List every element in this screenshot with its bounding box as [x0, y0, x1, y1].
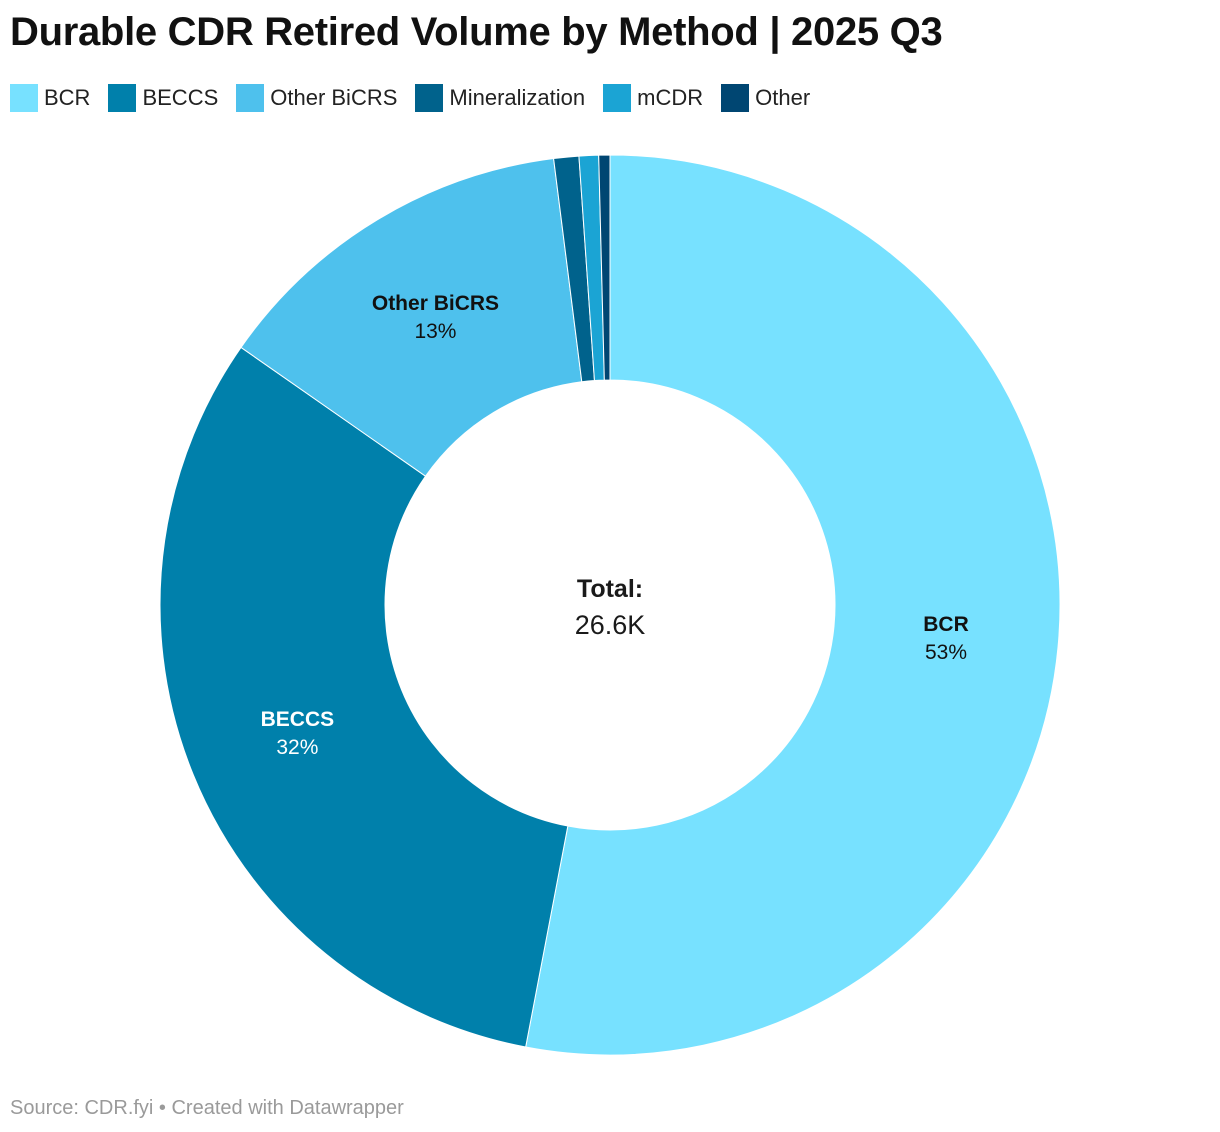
donut-slice-bcr — [525, 154, 1061, 1056]
legend-label-other-bicrs: Other BiCRS — [270, 85, 398, 110]
slice-label-value-beccs: 32% — [276, 736, 318, 759]
center-total-title: Total: — [577, 575, 643, 603]
legend-item-beccs: BECCS — [108, 84, 218, 112]
donut-slice-beccs — [159, 346, 569, 1048]
legend-label-mcdr: mCDR — [637, 85, 704, 110]
legend-item-mcdr: mCDR — [603, 84, 703, 112]
slice-label-value-other-bicrs: 13% — [414, 320, 456, 343]
donut-slices — [159, 154, 1061, 1056]
slice-label-other-bicrs: Other BiCRS 13% — [372, 292, 499, 343]
chart-legend: BCR BECCS Other BiCRS Mineralization mCD… — [10, 84, 810, 112]
legend-label-bcr: BCR — [44, 85, 91, 110]
legend-swatch-mcdr — [603, 84, 632, 112]
slice-label-beccs: BECCS 32% — [261, 708, 335, 759]
donut-center-label: Total: 26.6K — [575, 575, 646, 640]
legend-swatch-other-bicrs — [236, 84, 265, 112]
slice-label-value-bcr: 53% — [925, 641, 967, 664]
donut-slice-labels: BCR 53% BECCS 32% Other BiCRS 13% — [261, 292, 969, 759]
donut-slice-other-bicrs — [240, 157, 583, 477]
legend-label-beccs: BECCS — [142, 85, 219, 110]
donut-slice-other — [598, 154, 611, 381]
legend-swatch-bcr — [10, 84, 38, 112]
chart-title: Durable CDR Retired Volume by Method | 2… — [10, 10, 943, 54]
legend-item-other-bicrs: Other BiCRS — [236, 84, 397, 112]
legend-item-other: Other — [721, 84, 810, 112]
source-footer: Source: CDR.fyi • Created with Datawrapp… — [10, 1097, 404, 1119]
donut-chart: BCR 53% BECCS 32% Other BiCRS 13% Total: 26.6… — [159, 154, 1061, 1056]
slice-label-name-other-bicrs: Other BiCRS — [372, 292, 499, 315]
legend-swatch-mineralization — [415, 84, 444, 112]
slice-label-bcr: BCR 53% — [923, 613, 969, 664]
center-total-value: 26.6K — [575, 610, 646, 640]
legend-label-other: Other — [755, 85, 811, 110]
slice-label-name-bcr: BCR — [923, 613, 969, 636]
legend-item-bcr: BCR — [10, 84, 90, 112]
legend-swatch-beccs — [108, 84, 137, 112]
slice-label-name-beccs: BECCS — [261, 708, 335, 731]
legend-swatch-other — [721, 84, 750, 112]
legend-label-mineralization: Mineralization — [449, 85, 586, 110]
legend-item-mineralization: Mineralization — [415, 84, 585, 112]
